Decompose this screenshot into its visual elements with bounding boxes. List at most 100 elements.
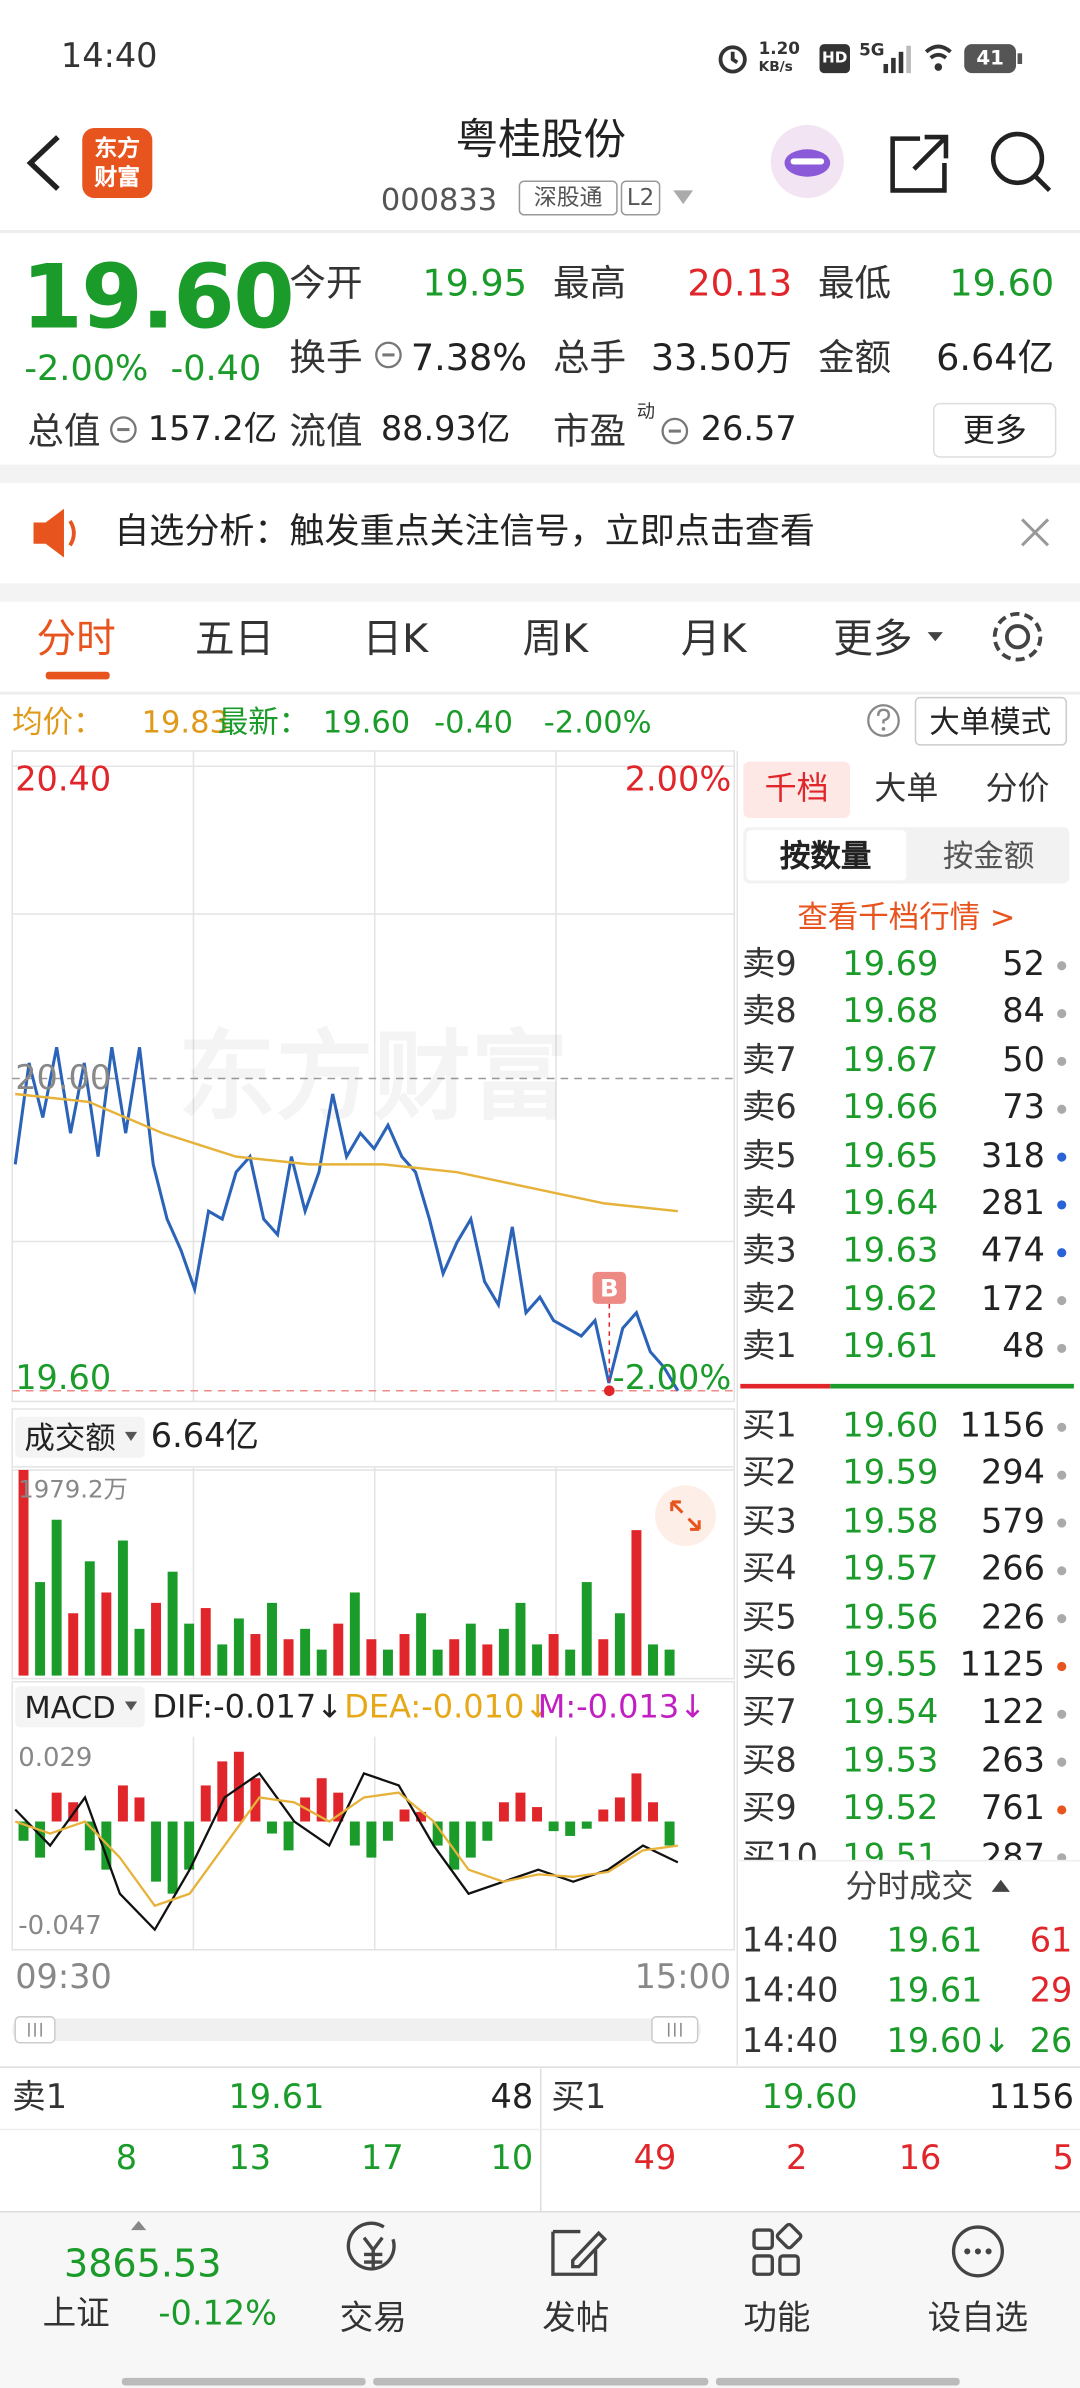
help-mark — [876, 708, 891, 724]
net-speed: 1.20 — [758, 38, 800, 59]
trade-time: 14:40 — [741, 1922, 839, 1961]
level-label: 卖1 — [741, 1328, 797, 1367]
level-label: 买3 — [741, 1503, 797, 1542]
tab[interactable]: 周K — [522, 616, 589, 663]
index-change: -0.12% — [158, 2295, 277, 2334]
level-label: 卖3 — [741, 1232, 797, 1272]
expand-button[interactable] — [655, 1485, 716, 1547]
level-volume: 52 — [1002, 945, 1045, 985]
macd-title[interactable]: MACD — [24, 1689, 116, 1726]
macd-bar — [432, 1821, 443, 1846]
stock-name: 粤桂股份 — [455, 114, 627, 165]
y-tick-label: 0.029 — [18, 1743, 93, 1774]
stat-value: 19.95 — [422, 262, 528, 305]
trade-volume: 61 — [1029, 1922, 1073, 1961]
back-icon[interactable] — [26, 135, 60, 191]
macd-bar — [51, 1792, 62, 1822]
depth-link[interactable]: 查看千档行情 > — [797, 898, 1016, 936]
volume-bar — [366, 1639, 377, 1676]
scrollbar[interactable] — [12, 2018, 701, 2042]
tab[interactable]: 五日 — [194, 616, 275, 663]
macd-dropdown[interactable] — [15, 1686, 145, 1728]
trades-header[interactable] — [738, 1859, 1080, 1917]
tab[interactable]: 分时 — [36, 616, 116, 663]
level-dot — [1057, 1056, 1067, 1066]
macd-bar — [614, 1797, 625, 1822]
macd-bar — [316, 1778, 327, 1822]
volume-dropdown[interactable] — [15, 1416, 145, 1458]
order-count: 16 — [898, 2140, 942, 2179]
macd-bar — [167, 1821, 178, 1894]
level-price: 19.66 — [842, 1089, 939, 1128]
stat-value: 7.38% — [410, 336, 528, 380]
segment[interactable]: 按金额 — [942, 837, 1035, 875]
volume-bar — [267, 1602, 277, 1676]
level-dot — [1057, 1009, 1067, 1019]
help-icon[interactable] — [867, 704, 900, 737]
share-icon[interactable] — [890, 134, 949, 193]
nav-item[interactable]: 交易 — [339, 2300, 407, 2339]
volume-bar — [548, 1634, 559, 1676]
panel-tab[interactable]: 千档 — [764, 770, 829, 807]
stat-value: 26.57 — [700, 411, 797, 450]
level-price: 19.69 — [842, 945, 939, 985]
volume-bar — [84, 1561, 95, 1676]
more-button-label[interactable]: 更多 — [962, 412, 1027, 449]
avatar-eyes — [790, 158, 825, 165]
volume-bar — [68, 1613, 79, 1676]
stat-label: 换手 — [289, 336, 363, 380]
level-volume: 84 — [1002, 993, 1045, 1032]
level-label: 买5 — [741, 1598, 797, 1637]
nav-item[interactable]: 发帖 — [542, 2300, 610, 2339]
level-price: 19.65 — [842, 1137, 939, 1176]
level-price: 19.64 — [842, 1185, 939, 1224]
stat-value: 157.2亿 — [147, 411, 278, 450]
index-value[interactable]: 3865.53 — [63, 2241, 222, 2286]
expand-icon — [670, 1500, 701, 1531]
level-volume: 761 — [980, 1790, 1045, 1829]
stat-value: 20.13 — [687, 262, 793, 305]
nav-item[interactable]: 设自选 — [927, 2300, 1029, 2339]
level-dot — [1057, 1470, 1067, 1480]
mode-label[interactable]: 大单模式 — [929, 703, 1052, 741]
change: -0.40 — [170, 349, 262, 390]
trade-time: 14:40 — [741, 1972, 839, 2011]
order-count: 10 — [490, 2140, 534, 2179]
more-button[interactable] — [933, 402, 1057, 458]
panel-tab[interactable]: 大单 — [874, 770, 939, 807]
volume-bar — [151, 1602, 162, 1676]
handle-grip — [28, 2022, 682, 2037]
tab[interactable]: 月K — [680, 616, 747, 663]
macd-bar — [449, 1821, 460, 1870]
tab[interactable]: 更多 — [833, 616, 913, 663]
level-price: 19.68 — [842, 993, 939, 1032]
panel-tab[interactable]: 分价 — [985, 770, 1050, 807]
band — [0, 583, 1080, 602]
volume-bar — [51, 1519, 62, 1676]
close-icon[interactable] — [1021, 518, 1050, 547]
tab[interactable]: 日K — [362, 616, 429, 663]
search-icon[interactable] — [990, 131, 1052, 193]
settings-icon[interactable] — [992, 611, 1043, 662]
macd-bar — [565, 1821, 576, 1836]
macd-bar — [349, 1821, 360, 1846]
macd-bar — [101, 1821, 112, 1870]
volume-bar — [300, 1628, 311, 1676]
banner-text[interactable]: 自选分析：触发重点关注信号，立即点击查看 — [114, 512, 815, 553]
trade-price: 19.60↓ — [886, 2022, 1011, 2061]
y-tick-label: 1979.2万 — [18, 1474, 128, 1504]
status-time: 14:40 — [60, 38, 158, 77]
marker-box — [592, 1271, 627, 1304]
macd-bar — [134, 1797, 145, 1822]
segment[interactable]: 按数量 — [779, 837, 872, 875]
level-volume: 50 — [1002, 1041, 1045, 1080]
level-label: 买8 — [741, 1742, 797, 1781]
nav-item[interactable]: 功能 — [743, 2300, 811, 2339]
stat-label: 今开 — [289, 262, 363, 305]
mode-button[interactable] — [914, 696, 1068, 746]
level-volume: 1125 — [959, 1646, 1045, 1685]
battery — [964, 44, 1017, 74]
y-tick-label: 19.60 — [15, 1360, 112, 1399]
volume-title[interactable]: 成交额 — [24, 1419, 116, 1457]
